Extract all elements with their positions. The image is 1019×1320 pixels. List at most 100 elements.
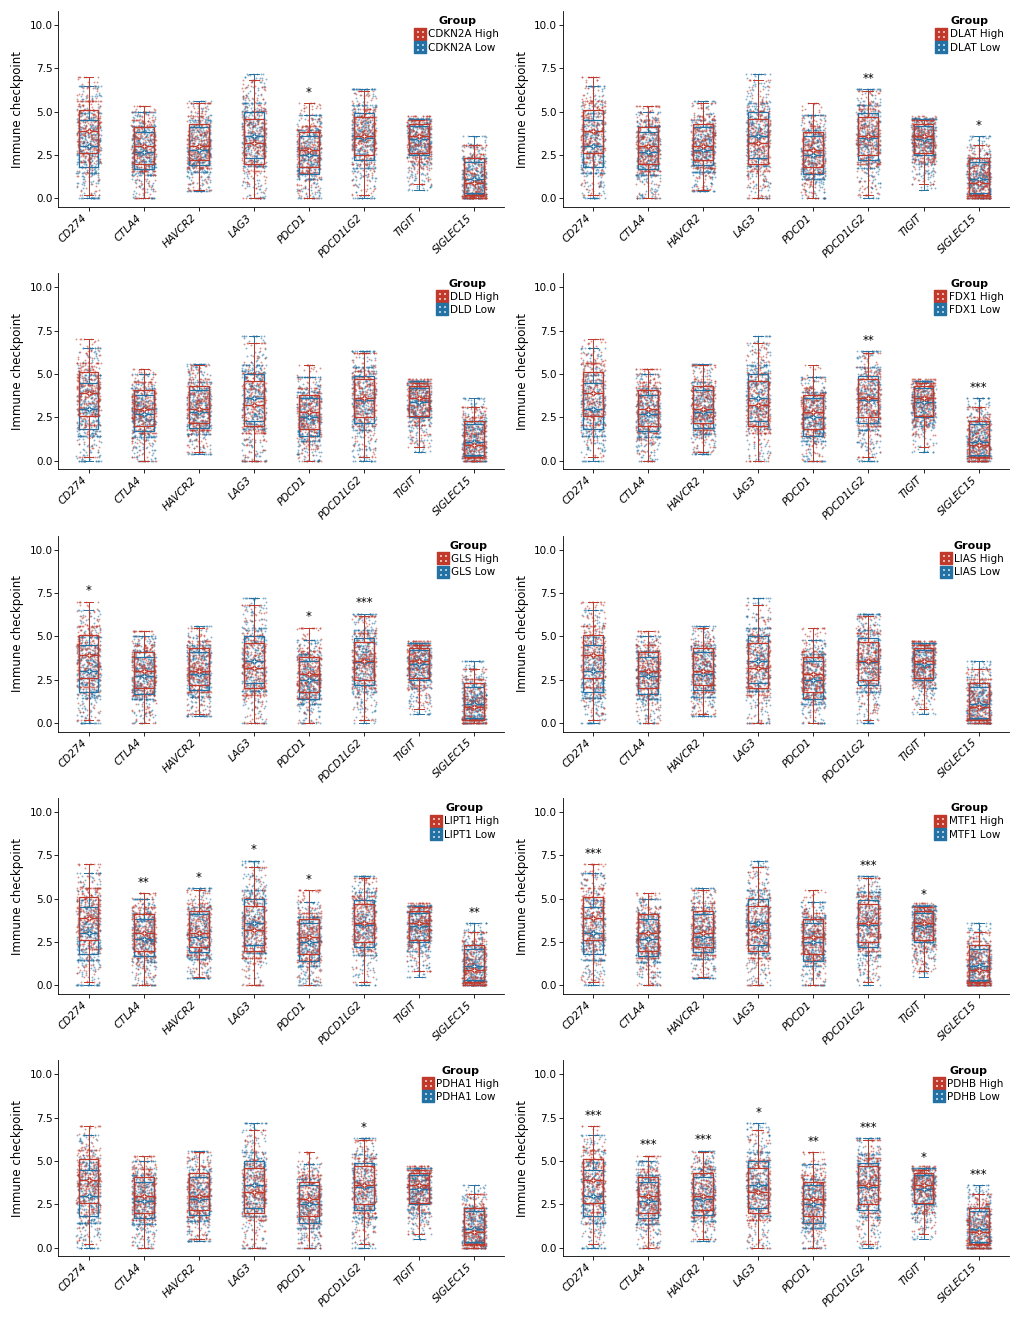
Point (414, 895, 430, 916)
Point (470, 694, 486, 715)
Point (421, 896, 437, 917)
Point (904, 117, 920, 139)
Point (308, 1154, 324, 1175)
Point (635, 1237, 651, 1258)
Point (473, 160, 489, 181)
Point (409, 895, 425, 916)
Point (905, 137, 921, 158)
Point (860, 672, 876, 693)
Point (864, 385, 880, 407)
Point (962, 417, 978, 438)
Point (922, 145, 938, 166)
Point (639, 400, 655, 421)
Point (474, 161, 490, 182)
Point (131, 898, 148, 919)
Point (421, 106, 437, 127)
Point (312, 688, 328, 709)
Point (851, 401, 867, 422)
Point (918, 1196, 934, 1217)
Point (593, 928, 609, 949)
Point (467, 422, 483, 444)
Point (75, 352, 92, 374)
Point (633, 648, 649, 669)
Point (87, 888, 103, 909)
Point (580, 438, 596, 459)
Point (981, 429, 998, 450)
Point (746, 355, 762, 376)
Point (187, 697, 204, 718)
Point (577, 108, 593, 129)
Point (243, 1164, 259, 1185)
Point (858, 682, 874, 704)
Point (699, 892, 715, 913)
Point (646, 950, 662, 972)
Point (420, 913, 436, 935)
Point (630, 413, 646, 434)
Point (691, 441, 707, 462)
Point (972, 187, 988, 209)
Point (919, 669, 935, 690)
Point (350, 132, 366, 153)
Point (408, 368, 424, 389)
Point (804, 672, 820, 693)
Point (595, 627, 611, 648)
Point (912, 131, 928, 152)
Point (693, 686, 709, 708)
Point (460, 677, 476, 698)
Point (195, 1193, 211, 1214)
Point (856, 360, 872, 381)
Point (290, 879, 307, 900)
Point (812, 1237, 828, 1258)
Point (297, 403, 313, 424)
Point (303, 648, 319, 669)
Point (635, 661, 651, 682)
Point (147, 908, 163, 929)
Point (803, 1155, 819, 1176)
Point (587, 974, 603, 995)
Point (856, 1142, 872, 1163)
Point (236, 103, 253, 124)
Point (412, 920, 428, 941)
Point (592, 148, 608, 169)
Point (310, 429, 326, 450)
Point (808, 676, 824, 697)
Point (92, 1199, 108, 1220)
Point (963, 1218, 979, 1239)
Point (694, 135, 710, 156)
Point (74, 681, 91, 702)
Point (583, 354, 599, 375)
Point (478, 912, 494, 933)
Point (73, 672, 90, 693)
Point (904, 920, 920, 941)
Point (856, 607, 872, 628)
Point (255, 391, 271, 412)
Point (744, 351, 760, 372)
Point (575, 1151, 591, 1172)
Point (86, 924, 102, 945)
Point (738, 96, 754, 117)
Point (189, 672, 205, 693)
Point (702, 933, 718, 954)
Point (752, 110, 768, 131)
Point (237, 631, 254, 652)
Point (859, 88, 875, 110)
Point (464, 1197, 480, 1218)
Point (294, 1158, 311, 1179)
Point (574, 941, 590, 962)
Point (793, 713, 809, 734)
Point (855, 657, 871, 678)
Point (981, 968, 998, 989)
Point (650, 380, 666, 401)
Point (696, 401, 712, 422)
Point (401, 136, 418, 157)
Point (360, 111, 376, 132)
Point (193, 645, 209, 667)
Point (454, 948, 471, 969)
Point (815, 644, 832, 665)
Point (630, 426, 646, 447)
Point (470, 177, 486, 198)
Point (399, 1170, 416, 1191)
Point (141, 665, 157, 686)
Point (350, 187, 366, 209)
Point (365, 682, 381, 704)
